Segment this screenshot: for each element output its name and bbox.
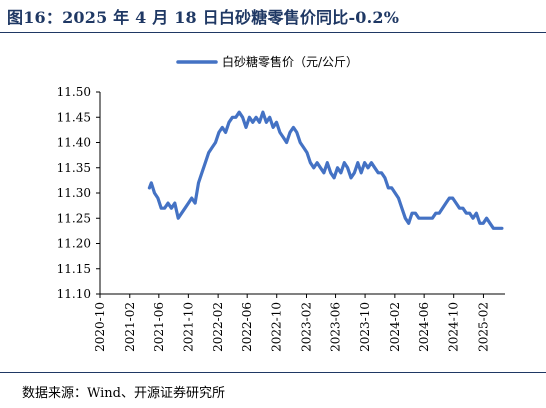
line-chart: 白砂糖零售价（元/公斤） 11.1011.1511.2011.2511.3011… (57, 54, 505, 352)
chart-container: 白砂糖零售价（元/公斤） 11.10 11.15 11.20 11.25 11.30 11… (0, 36, 546, 368)
x-tick-label: 2022-06 (240, 302, 254, 352)
x-tick-label: 2020-10 (93, 302, 107, 352)
y-tick-label: 11.15 (57, 262, 91, 276)
x-tick-label: 2023-06 (329, 302, 343, 352)
title-divider (0, 32, 546, 33)
x-tick-label: 2022-10 (270, 302, 284, 352)
x-tick-label: 2024-06 (417, 302, 431, 352)
chart-axes: 11.10 11.15 11.20 11.25 11.30 11.35 11.40 11.45… (57, 85, 505, 352)
y-tick-label: 11.35 (57, 161, 91, 175)
x-tick-label: 2025-02 (476, 302, 490, 352)
legend-label: 白砂糖零售价（元/公斤） (222, 54, 358, 69)
y-tick-label: 11.25 (57, 211, 91, 225)
series-line-sugar-price (147, 110, 504, 230)
x-tick-label: 2021-06 (152, 302, 166, 352)
y-tick-label: 11.30 (57, 186, 91, 200)
x-tick-label: 2021-02 (123, 302, 137, 352)
x-tick-label: 2022-02 (211, 302, 225, 352)
chart-legend: 白砂糖零售价（元/公斤） (176, 54, 358, 69)
x-tick-label: 2023-02 (299, 302, 313, 352)
data-source-note: 数据来源：Wind、开源证券研究所 (22, 386, 225, 401)
footer-divider (0, 372, 546, 373)
y-tick-label: 11.45 (57, 110, 91, 124)
x-tick-label: 2024-10 (447, 302, 461, 352)
y-tick-label: 11.50 (57, 85, 91, 99)
x-tick-label: 2021-10 (181, 302, 195, 352)
chart-series (147, 110, 504, 230)
x-tick-label: 2024-02 (388, 302, 402, 352)
y-tick-label: 11.40 (57, 136, 91, 150)
y-tick-label: 11.20 (57, 237, 91, 251)
x-tick-label: 2023-10 (358, 302, 372, 352)
figure-title: 图16：2025 年 4 月 18 日白砂糖零售价同比-0.2% (7, 8, 400, 27)
y-tick-label: 11.10 (57, 287, 91, 301)
